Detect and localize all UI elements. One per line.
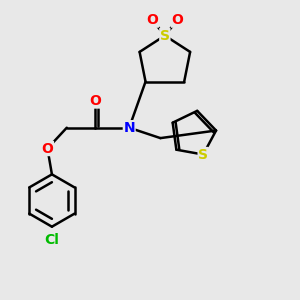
Text: S: S <box>198 148 208 161</box>
Text: O: O <box>89 94 101 108</box>
Text: N: N <box>123 121 135 135</box>
Text: O: O <box>41 142 53 155</box>
Text: O: O <box>146 13 158 27</box>
Text: O: O <box>171 13 183 27</box>
Text: S: S <box>160 28 170 43</box>
Text: Cl: Cl <box>44 233 59 247</box>
